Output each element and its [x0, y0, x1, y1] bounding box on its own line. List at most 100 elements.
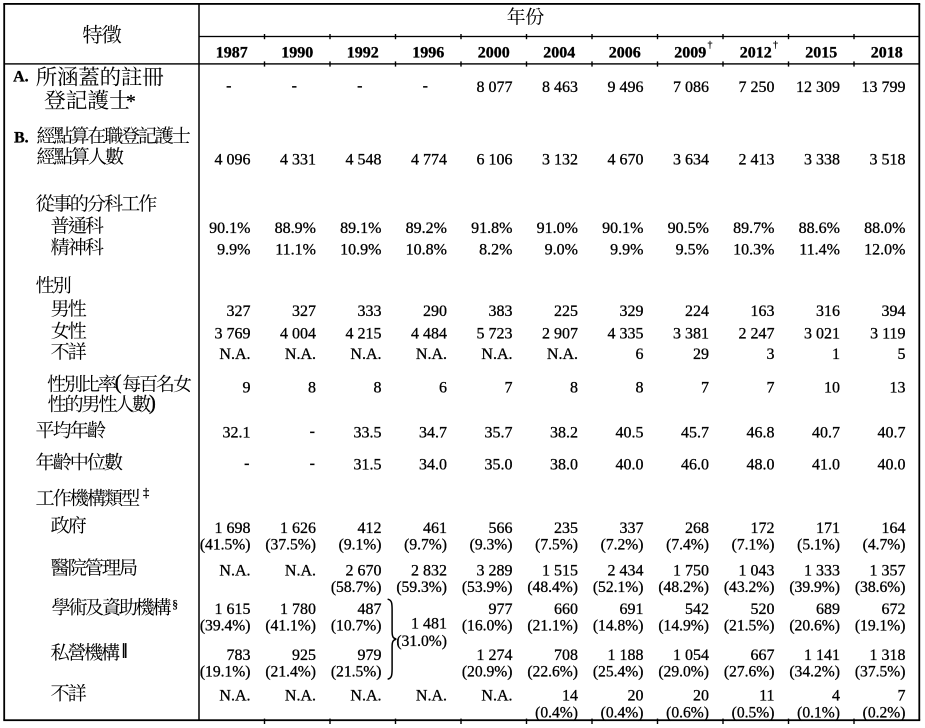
svg-text:(39.9%): (39.9%): [789, 579, 840, 596]
svg-text:2015: 2015: [805, 44, 837, 61]
svg-text:667: 667: [751, 647, 775, 664]
svg-text:N.A.: N.A.: [285, 688, 316, 705]
svg-text:290: 290: [423, 303, 447, 320]
svg-text:8: 8: [308, 379, 316, 396]
svg-text:(59.3%): (59.3%): [396, 579, 447, 596]
svg-text:9: 9: [243, 379, 251, 396]
svg-text:461: 461: [423, 520, 447, 537]
svg-text:316: 316: [816, 303, 840, 320]
svg-text:89.1%: 89.1%: [340, 220, 381, 237]
svg-text:4 096: 4 096: [215, 151, 251, 168]
svg-text:8: 8: [374, 379, 382, 396]
svg-text:224: 224: [685, 303, 709, 320]
svg-text:329: 329: [620, 303, 644, 320]
svg-text:(7.1%): (7.1%): [732, 537, 775, 554]
svg-text:337: 337: [620, 520, 644, 537]
svg-text:172: 172: [751, 520, 775, 537]
svg-text:3 289: 3 289: [477, 562, 513, 579]
svg-text:1 333: 1 333: [804, 562, 840, 579]
svg-text:(52.1%): (52.1%): [593, 579, 644, 596]
svg-text:3: 3: [767, 346, 775, 363]
svg-text:2012: 2012: [740, 44, 772, 61]
svg-text:979: 979: [358, 647, 382, 664]
svg-text:-: -: [244, 455, 249, 472]
svg-text:48.0: 48.0: [747, 457, 775, 474]
svg-text:(0.4%): (0.4%): [535, 704, 578, 721]
svg-text:1 750: 1 750: [673, 562, 709, 579]
svg-text:(39.4%): (39.4%): [200, 617, 251, 634]
svg-text:2 670: 2 670: [346, 562, 382, 579]
svg-text:*: *: [126, 91, 136, 112]
svg-text:90.1%: 90.1%: [209, 220, 250, 237]
svg-text:(48.2%): (48.2%): [658, 579, 709, 596]
svg-text:N.A.: N.A.: [285, 346, 316, 363]
svg-text:90.5%: 90.5%: [668, 220, 709, 237]
svg-text:1987: 1987: [216, 44, 248, 61]
svg-text:‡: ‡: [143, 486, 149, 500]
svg-text:(27.6%): (27.6%): [724, 664, 775, 681]
svg-text:11.4%: 11.4%: [799, 242, 840, 259]
svg-text:12 309: 12 309: [796, 79, 840, 96]
svg-text:34.7: 34.7: [419, 425, 447, 442]
svg-text:(9.3%): (9.3%): [470, 537, 513, 554]
svg-text:(0.2%): (0.2%): [863, 704, 906, 721]
svg-text:14: 14: [562, 688, 578, 705]
svg-text:46.8: 46.8: [747, 425, 775, 442]
svg-text:1 318: 1 318: [870, 647, 906, 664]
svg-text:1 615: 1 615: [215, 601, 251, 618]
svg-text:7 086: 7 086: [673, 79, 709, 96]
svg-text:1 188: 1 188: [608, 647, 644, 664]
svg-text:3 381: 3 381: [673, 325, 709, 342]
svg-text:10.3%: 10.3%: [733, 242, 774, 259]
svg-text:N.A.: N.A.: [219, 346, 250, 363]
svg-text:†: †: [708, 41, 713, 51]
svg-text:-: -: [292, 78, 297, 95]
svg-text:40.7: 40.7: [812, 425, 840, 442]
svg-text:4 215: 4 215: [346, 325, 382, 342]
svg-text:91.0%: 91.0%: [537, 220, 578, 237]
svg-text:(4.7%): (4.7%): [863, 537, 906, 554]
svg-text:(0.1%): (0.1%): [797, 704, 840, 721]
svg-text:9.9%: 9.9%: [610, 242, 643, 259]
svg-text:4 331: 4 331: [280, 151, 316, 168]
svg-text:-: -: [357, 78, 362, 95]
svg-text:(20.9%): (20.9%): [462, 664, 513, 681]
svg-text:(43.2%): (43.2%): [724, 579, 775, 596]
svg-text:45.7: 45.7: [681, 425, 709, 442]
svg-text:): ): [149, 390, 156, 414]
svg-text:(21.1%): (21.1%): [527, 617, 578, 634]
svg-text:6: 6: [439, 379, 447, 396]
svg-text:2006: 2006: [609, 44, 641, 61]
svg-text:3 132: 3 132: [542, 151, 578, 168]
svg-text:-: -: [423, 78, 428, 95]
svg-text:N.A.: N.A.: [481, 346, 512, 363]
svg-text:1992: 1992: [347, 44, 379, 61]
svg-text:-: -: [226, 78, 231, 95]
svg-text:1 274: 1 274: [477, 647, 513, 664]
svg-text:691: 691: [620, 601, 644, 618]
svg-text:4 484: 4 484: [411, 325, 447, 342]
svg-text:(37.5%): (37.5%): [265, 537, 316, 554]
svg-text:10.8%: 10.8%: [406, 242, 447, 259]
svg-text:N.A.: N.A.: [219, 688, 250, 705]
svg-text:(14.9%): (14.9%): [658, 617, 709, 634]
svg-text:N.A.: N.A.: [350, 688, 381, 705]
svg-text:29: 29: [693, 346, 709, 363]
svg-text:1 141: 1 141: [804, 647, 840, 664]
svg-text:2 434: 2 434: [608, 562, 644, 579]
svg-text:§: §: [172, 599, 178, 611]
svg-text:783: 783: [227, 647, 251, 664]
svg-text:3 119: 3 119: [870, 325, 905, 342]
svg-text:N.A.: N.A.: [481, 688, 512, 705]
svg-text:(21.5%): (21.5%): [331, 664, 382, 681]
svg-text:(7.4%): (7.4%): [666, 537, 709, 554]
svg-text:6 106: 6 106: [477, 151, 513, 168]
svg-text:7: 7: [505, 379, 513, 396]
svg-text:20: 20: [693, 688, 709, 705]
svg-text:(9.1%): (9.1%): [339, 537, 382, 554]
svg-text:41.0: 41.0: [812, 457, 840, 474]
svg-text:35.0: 35.0: [485, 457, 513, 474]
svg-text:1 698: 1 698: [215, 520, 251, 537]
svg-text:8 077: 8 077: [477, 79, 513, 96]
svg-text:(: (: [115, 370, 122, 394]
